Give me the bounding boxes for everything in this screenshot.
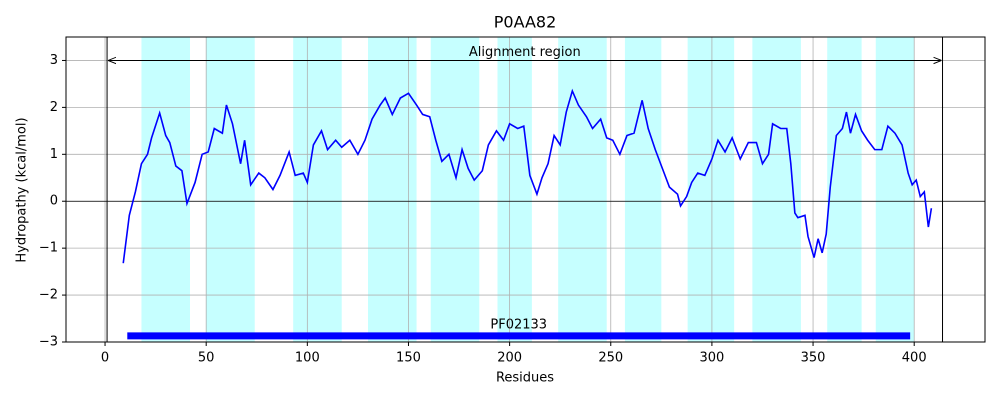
x-tick-label: 350 (801, 351, 826, 366)
domain-label: PF02133 (490, 317, 547, 332)
helix-region (368, 37, 417, 342)
x-tick-label: 250 (598, 351, 623, 366)
y-tick-label: 1 (50, 147, 58, 162)
helix-region (687, 37, 735, 342)
y-tick-label: −2 (39, 288, 58, 303)
x-tick-label: 0 (101, 351, 109, 366)
x-tick-label: 400 (902, 351, 927, 366)
chart-title: P0AA82 (494, 13, 557, 32)
alignment-label: Alignment region (469, 45, 581, 60)
x-tick-label: 150 (396, 351, 421, 366)
helix-region (827, 37, 862, 342)
helix-region (141, 37, 191, 342)
y-tick-label: −3 (39, 335, 58, 350)
helix-region (624, 37, 662, 342)
y-tick-label: −1 (39, 241, 58, 256)
helix-region (497, 37, 532, 342)
x-tick-label: 50 (198, 351, 215, 366)
x-tick-label: 100 (295, 351, 320, 366)
hydropathy-line (122, 88, 933, 264)
x-tick-label: 300 (699, 351, 724, 366)
helix-region (430, 37, 480, 342)
y-axis-label: Hydropathy (kcal/mol) (15, 117, 30, 262)
helix-region (558, 37, 607, 342)
helix-region (875, 37, 915, 342)
y-tick-label: 0 (50, 194, 58, 209)
axes-frame (65, 36, 986, 343)
x-axis-label: Residues (496, 371, 554, 386)
helix-region (293, 37, 342, 342)
y-tick-label: 3 (50, 53, 58, 68)
plot-area: 0 50 100 150 200 250 300 350 400 −3 −2 −1 0 1 2 3 Alignm… (39, 36, 986, 366)
x-tick-label: 200 (497, 351, 522, 366)
y-tick-label: 2 (50, 100, 58, 115)
helix-region (206, 37, 255, 342)
